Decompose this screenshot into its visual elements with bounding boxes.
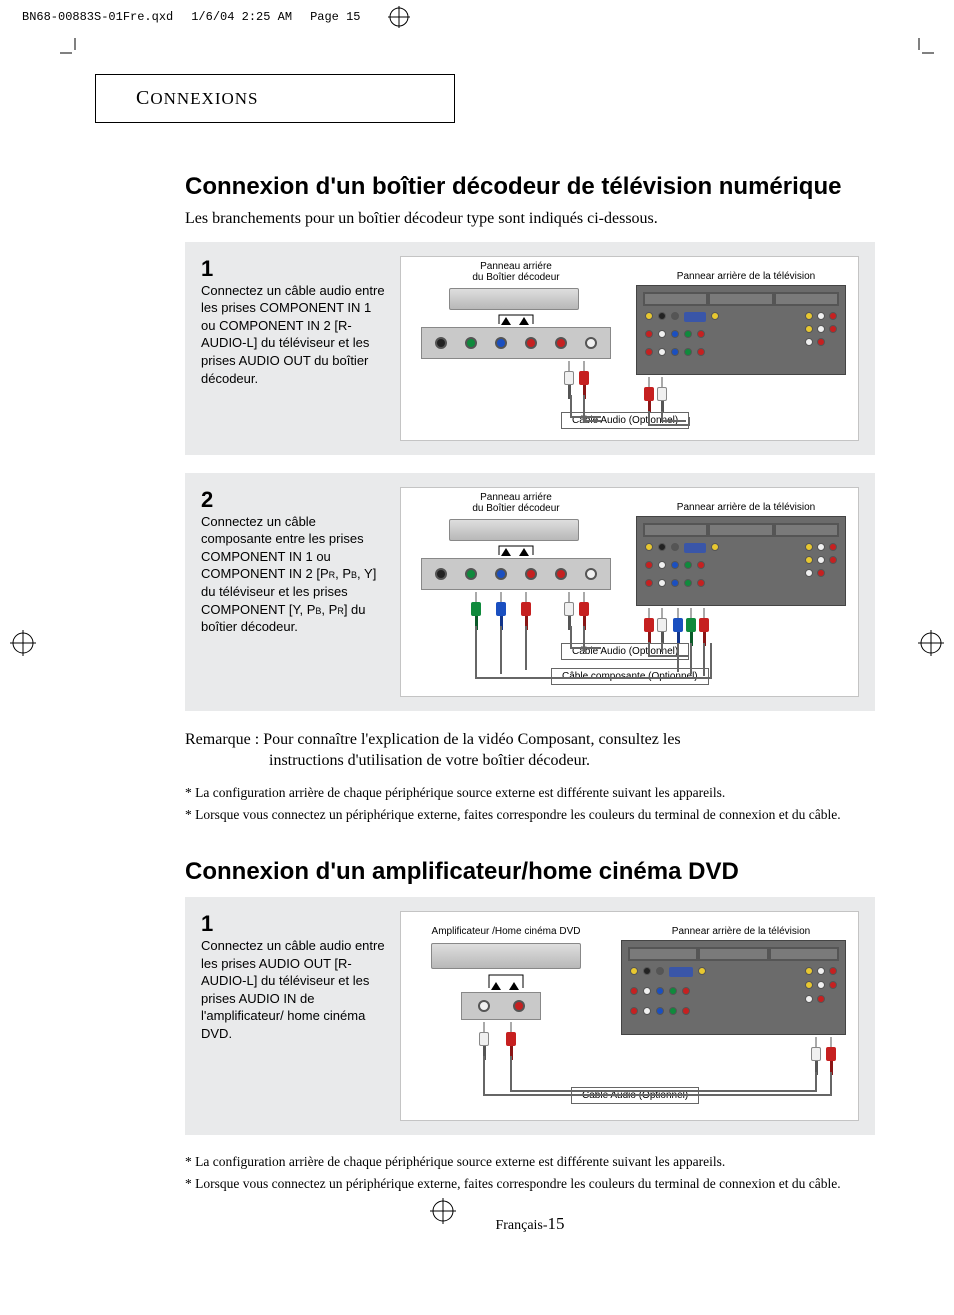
rca-2j — [699, 608, 709, 642]
step-box-3: 1 Connectez un câble audio entre les pri… — [185, 897, 875, 1135]
tv-panel-2 — [636, 516, 846, 606]
step-desc-2: Connectez un câble composante entre les … — [201, 513, 386, 636]
step-num-3: 1 — [201, 911, 386, 937]
footnote-a2: * Lorsque vous connectez un périphérique… — [185, 806, 875, 824]
amp-device — [431, 943, 581, 969]
step-num-1: 1 — [201, 256, 386, 282]
lbl-decoder-2: Panneau arriéredu Boîtier décodeur — [451, 492, 581, 514]
rca-1c — [644, 377, 654, 411]
register-bottom — [430, 1198, 456, 1229]
step-box-2: 2 Connectez un câble composante entre le… — [185, 473, 875, 711]
step-desc-3: Connectez un câble audio entre les prise… — [201, 937, 386, 1042]
rca-2c — [521, 592, 531, 626]
diagram-3: Amplificateur /Home cinéma DVD Pannear a… — [400, 911, 859, 1121]
section-header: CONNEXIONS — [95, 74, 455, 123]
lbl-tv-1: Pannear arrière de la télévision — [656, 271, 836, 282]
rca-2i — [686, 608, 696, 642]
rca-2h — [673, 608, 683, 642]
step-num-2: 2 — [201, 487, 386, 513]
lbl-amp: Amplificateur /Home cinéma DVD — [421, 926, 591, 937]
crop-mark-tr — [904, 38, 934, 68]
register-icon — [388, 6, 410, 28]
section-rest: ONNEXIONS — [150, 89, 258, 108]
arrow-3a — [491, 982, 501, 990]
print-date: 1/6/04 2:25 AM — [191, 10, 292, 24]
rca-3a — [479, 1022, 489, 1056]
crop-mark-tl — [60, 38, 90, 68]
cable-lbl-2a: Câble Audio (Optionnel) — [561, 643, 689, 660]
decoder-ports-2 — [421, 558, 611, 590]
cable-lbl-1: Câble Audio (Optionnel) — [561, 412, 689, 429]
section-cap: C — [136, 87, 150, 109]
footnote-b1: * La configuration arrière de chaque pér… — [185, 1153, 875, 1171]
cable-lbl-3: Câble Audio (Optionnel) — [571, 1087, 699, 1104]
bracket-1 — [496, 312, 536, 326]
bracket-2 — [496, 543, 536, 557]
amp-ports — [461, 992, 541, 1020]
lbl-tv-3: Pannear arrière de la télévision — [651, 926, 831, 937]
diagram-2: Panneau arriéredu Boîtier décodeur Panne… — [400, 487, 859, 697]
rca-2d — [564, 592, 574, 626]
tv-panel-3 — [621, 940, 846, 1035]
register-left — [10, 630, 36, 661]
rca-3d — [826, 1037, 836, 1071]
arrow-3b — [509, 982, 519, 990]
rca-3c — [811, 1037, 821, 1071]
footnote-a1: * La configuration arrière de chaque pér… — [185, 784, 875, 802]
register-right — [918, 630, 944, 661]
title-1: Connexion d'un boîtier décodeur de télév… — [185, 173, 875, 202]
print-header: BN68-00883S-01Fre.qxd 1/6/04 2:25 AM Pag… — [0, 0, 954, 34]
rca-1d — [657, 377, 667, 411]
page-content: CONNEXIONS Connexion d'un boîtier décode… — [95, 74, 885, 1234]
lbl-decoder-1: Panneau arriéredu Boîtier décodeur — [451, 261, 581, 283]
lbl-tv-2: Pannear arrière de la télévision — [656, 502, 836, 513]
rca-2f — [644, 608, 654, 642]
page-footer: Français-15 — [185, 1214, 875, 1234]
rca-2a — [471, 592, 481, 626]
rca-2b — [496, 592, 506, 626]
step-box-1: 1 Connectez un câble audio entre les pri… — [185, 242, 875, 455]
cable-lbl-2b: Câble composante (Optionnel) — [551, 668, 709, 685]
rca-3b — [506, 1022, 516, 1056]
tv-panel-1 — [636, 285, 846, 375]
intro-1: Les branchements pour un boîtier décodeu… — [185, 210, 875, 228]
step-desc-1: Connectez un câble audio entre les prise… — [201, 282, 386, 387]
diagram-1: Panneau arriéredu Boîtier décodeur Panne… — [400, 256, 859, 441]
print-filename: BN68-00883S-01Fre.qxd — [22, 10, 173, 24]
rca-1b — [579, 361, 589, 395]
print-page: Page 15 — [310, 10, 360, 24]
title-2: Connexion d'un amplificateur/home cinéma… — [185, 858, 875, 887]
remark: Remarque : Pour connaître l'explication … — [185, 729, 875, 772]
decoder-ports-1 — [421, 327, 611, 359]
decoder-1 — [449, 288, 579, 310]
footnote-b2: * Lorsque vous connectez un périphérique… — [185, 1175, 875, 1193]
rca-1a — [564, 361, 574, 395]
decoder-2 — [449, 519, 579, 541]
rca-2g — [657, 608, 667, 642]
rca-2e — [579, 592, 589, 626]
